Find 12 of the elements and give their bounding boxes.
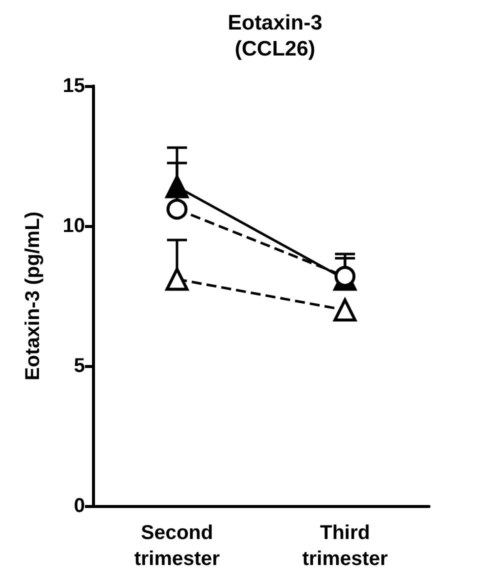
y-tick-label: 0 [74,495,85,517]
point [166,198,188,220]
y-tick-label: 10 [62,215,85,237]
point [166,268,188,291]
point [166,175,188,198]
y-axis-title: Eotaxin-3 (pg/mL) [22,212,44,380]
x-tick-label: Third trimester [302,522,388,570]
chart-title: Eotaxin-3 (CCL26) [228,12,322,60]
x-tick-label: Second trimester [134,522,220,570]
y-tick-label: 5 [74,355,85,377]
point [334,298,356,322]
y-tick-label: 15 [62,75,85,97]
